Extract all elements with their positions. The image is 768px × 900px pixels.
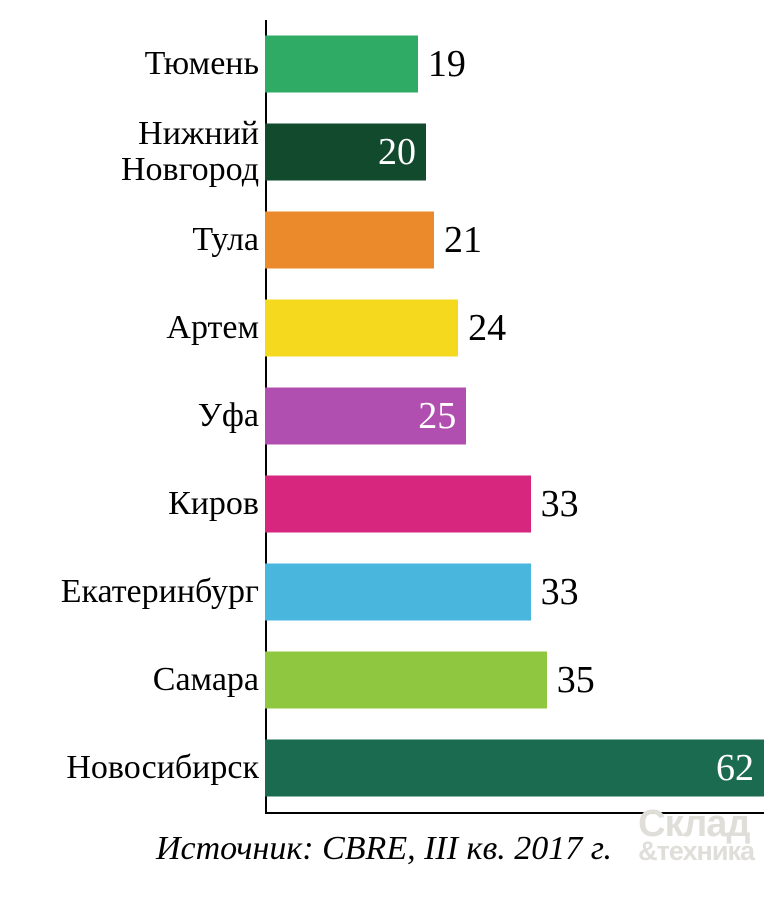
bar-cell: 21: [265, 196, 768, 284]
value-label: 21: [444, 218, 482, 262]
category-label: Тюмень: [0, 46, 265, 82]
bar-cell: 35: [265, 636, 768, 724]
bar-row: Киров 33: [0, 460, 768, 548]
category-label: Тула: [0, 222, 265, 258]
bar-plot: Тюмень 19 Нижний Новгород 20 Тула 21 Артем 24 Уф…: [0, 20, 768, 812]
bar-row: Уфа 25: [0, 372, 768, 460]
category-label: Уфа: [0, 398, 265, 434]
bar-cell: 19: [265, 20, 768, 108]
bar-row: Тула 21: [0, 196, 768, 284]
value-label: 25: [418, 394, 456, 438]
bar-cell: 20: [265, 108, 768, 196]
value-label: 24: [468, 306, 506, 350]
category-label: Екатеринбург: [0, 574, 265, 610]
bar-cell: 33: [265, 548, 768, 636]
value-label: 19: [428, 42, 466, 86]
bar: [265, 476, 531, 533]
bar-row: Артем 24: [0, 284, 768, 372]
value-label: 33: [541, 482, 579, 526]
bar-cell: 24: [265, 284, 768, 372]
bar-cell: 25: [265, 372, 768, 460]
category-label: Новосибирск: [0, 750, 265, 786]
bar-row: Екатеринбург 33: [0, 548, 768, 636]
category-label: Нижний Новгород: [0, 116, 265, 187]
bar-row: Самара 35: [0, 636, 768, 724]
bar: [265, 300, 458, 357]
value-label: 33: [541, 570, 579, 614]
value-label: 35: [557, 658, 595, 702]
bar: [265, 36, 418, 93]
bar-row: Новосибирск 62: [0, 724, 768, 812]
category-label: Киров: [0, 486, 265, 522]
value-label: 20: [378, 130, 416, 174]
category-label: Артем: [0, 310, 265, 346]
bar-cell: 62: [265, 724, 768, 812]
bar: [265, 212, 434, 269]
bar-row: Тюмень 19: [0, 20, 768, 108]
bar-row: Нижний Новгород 20: [0, 108, 768, 196]
category-label: Самара: [0, 662, 265, 698]
bar: [265, 652, 547, 709]
bar-cell: 33: [265, 460, 768, 548]
value-label: 62: [716, 746, 754, 790]
chart-container: Тюмень 19 Нижний Новгород 20 Тула 21 Артем 24 Уф…: [0, 0, 768, 900]
source-caption: Источник: CBRE, III кв. 2017 г.: [0, 830, 768, 868]
bar: [265, 740, 764, 797]
bar: [265, 564, 531, 621]
